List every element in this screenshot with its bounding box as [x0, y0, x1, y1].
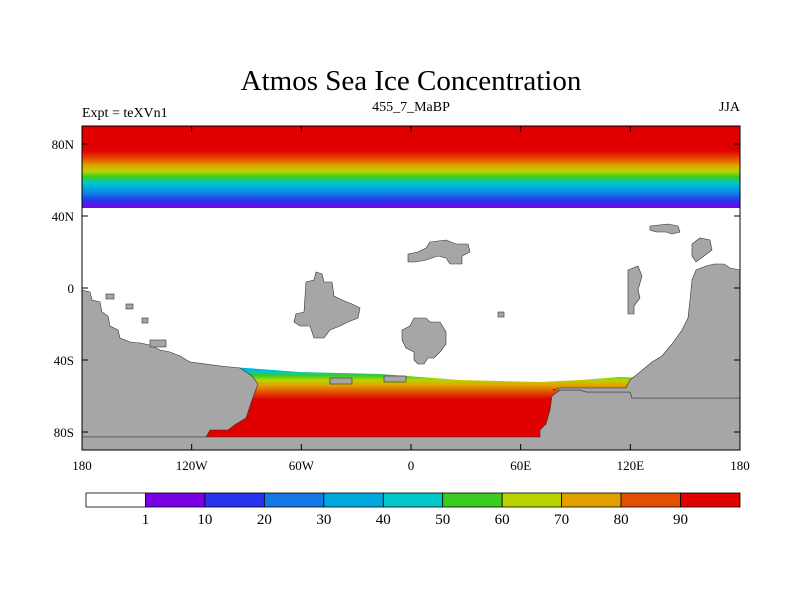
map-area: [82, 126, 740, 450]
colorbar-label: 60: [495, 512, 510, 528]
subtitle-right: JJA: [719, 100, 741, 115]
colorbar-swatch: [204, 492, 265, 508]
x-axis-ticks: 180 120W 60W 0 60E 120E 180: [72, 126, 750, 473]
colorbar-swatch: [680, 492, 741, 508]
x-tick-label: 180: [730, 458, 750, 473]
australia-east-land: [551, 263, 740, 399]
y-tick-label: 40S: [54, 353, 74, 368]
northern-sea-ice: [82, 126, 740, 208]
land-patch-4: [649, 223, 681, 235]
x-tick-label: 120E: [617, 458, 645, 473]
colorbar-swatch: [145, 492, 206, 508]
colorbar-swatch: [561, 492, 622, 508]
colorbar-label: 40: [376, 512, 391, 528]
colorbar-label: 1: [142, 512, 150, 528]
subtitle-left: Expt = teXVn1: [82, 106, 168, 121]
chart-title: Atmos Sea Ice Concentration: [241, 65, 582, 97]
colorbar-label: 70: [554, 512, 569, 528]
colorbar-label: 20: [257, 512, 272, 528]
colorbar-swatch: [620, 492, 681, 508]
colorbar-label: 30: [316, 512, 331, 528]
y-tick-label: 80N: [52, 137, 75, 152]
x-tick-label: 60W: [289, 458, 315, 473]
land-patch-1: [293, 271, 361, 339]
colorbar-label: 90: [673, 512, 688, 528]
y-tick-label: 80S: [54, 425, 74, 440]
subtitle-center: 455_7_MaBP: [372, 100, 450, 115]
land-patch-3: [407, 239, 471, 265]
land-patch-11: [497, 311, 505, 318]
land-patch-8: [125, 303, 134, 310]
land-patch-12: [329, 377, 353, 385]
land-patch-2: [401, 317, 447, 365]
colorbar-label: 10: [197, 512, 212, 528]
colorbar-swatch: [382, 492, 444, 508]
x-tick-label: 120W: [176, 458, 209, 473]
colorbar-swatch: [85, 492, 146, 508]
land-patch-6: [627, 265, 643, 315]
land-patch-9: [141, 317, 149, 324]
land-patch-5: [691, 237, 713, 263]
x-tick-label: 180: [72, 458, 92, 473]
colorbar-swatch: [501, 492, 563, 508]
colorbar-swatch: [442, 492, 503, 508]
y-tick-label: 0: [68, 281, 75, 296]
x-tick-label: 0: [408, 458, 415, 473]
land-patch-13: [383, 375, 407, 383]
colorbar: 1 10 20 30 40 50 60 70 80 90: [85, 492, 741, 528]
land-patch-7: [105, 293, 115, 300]
colorbar-label: 80: [614, 512, 629, 528]
colorbar-swatch: [263, 492, 325, 508]
colorbar-label: 50: [435, 512, 450, 528]
y-tick-label: 40N: [52, 209, 75, 224]
land-patch-10: [149, 339, 167, 348]
x-tick-label: 60E: [510, 458, 531, 473]
south-america-land: [82, 289, 259, 438]
y-axis-ticks: 80N 40N 0 40S 80S: [52, 137, 740, 440]
colorbar-swatch: [323, 492, 384, 508]
